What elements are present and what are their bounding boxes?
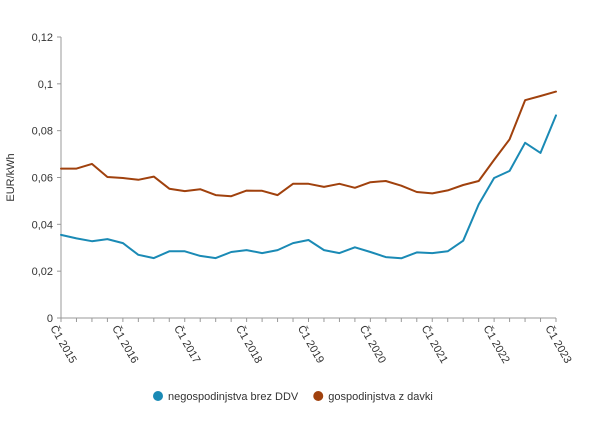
y-tick-label: 0,08 <box>32 126 53 138</box>
y-tick-label: 0 <box>47 313 53 325</box>
legend-marker-0 <box>153 391 163 401</box>
series-line-1 <box>60 90 557 198</box>
y-tick-label: 0,12 <box>32 32 53 44</box>
y-tick-label: 0,06 <box>32 173 53 185</box>
legend: negospodinjstva brez DDV gospodinjstva z … <box>153 391 433 403</box>
series-layer <box>60 90 557 260</box>
x-tick-label: Č1 2019 <box>295 323 327 366</box>
y-tick-label: 0,04 <box>32 219 53 231</box>
y-tick-label: 0,1 <box>38 79 53 91</box>
y-tick-label: 0,02 <box>32 266 53 278</box>
legend-label-0: negospodinjstva brez DDV <box>168 391 299 403</box>
x-tick-label: Č1 2021 <box>419 323 451 366</box>
x-tick-label: Č1 2017 <box>171 323 203 366</box>
x-tick-label: Č1 2018 <box>233 323 265 366</box>
x-tick-label: Č1 2016 <box>109 323 141 366</box>
y-axis-title: EUR/kWh <box>5 153 17 201</box>
x-tick-label: Č1 2015 <box>47 323 79 366</box>
legend-label-1: gospodinjstva z davki <box>328 391 433 403</box>
x-tick-label: Č1 2020 <box>357 323 389 366</box>
series-line-0 <box>60 114 557 260</box>
x-tick-label: Č1 2023 <box>542 323 574 366</box>
axes: 0 0,02 0,04 0,06 0,08 0,1 0,12 EUR/kWh Č1 2015 Č1… <box>5 32 574 366</box>
x-tick-label: Č1 2022 <box>481 323 513 366</box>
legend-marker-1 <box>313 391 324 401</box>
